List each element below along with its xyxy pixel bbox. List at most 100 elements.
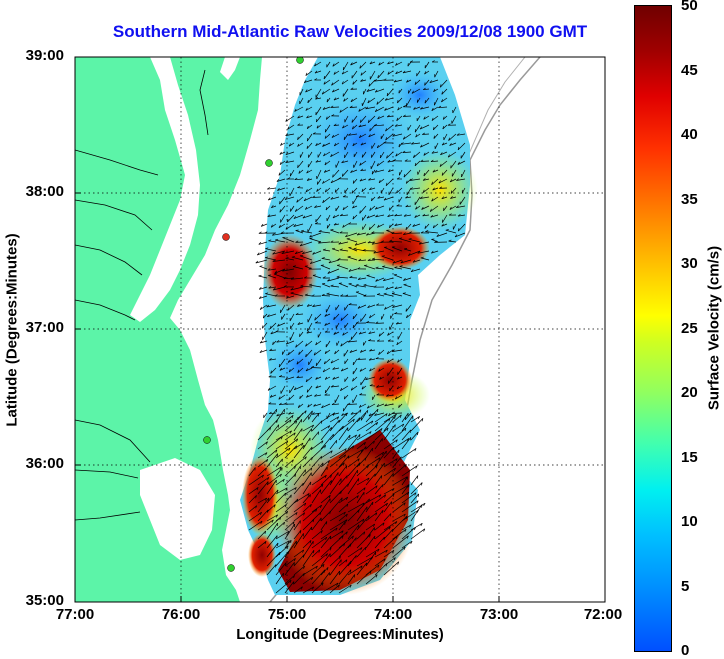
velocity-vector bbox=[417, 169, 421, 175]
velocity-vector bbox=[349, 349, 358, 353]
velocity-vector bbox=[362, 214, 367, 221]
velocity-vector bbox=[280, 385, 286, 394]
velocity-vector-head bbox=[417, 251, 421, 254]
velocity-vector-head bbox=[267, 481, 269, 485]
velocity-vector-head bbox=[322, 462, 324, 466]
velocity-vector-head bbox=[344, 521, 346, 525]
velocity-vector-head bbox=[265, 292, 269, 295]
velocity-vector-head bbox=[335, 527, 338, 531]
velocity-vector-head bbox=[432, 225, 435, 229]
velocity-vector-head bbox=[378, 333, 381, 337]
velocity-vector-head bbox=[386, 359, 390, 363]
velocity-vector bbox=[349, 277, 358, 279]
velocity-vector-head bbox=[408, 231, 412, 234]
velocity-vector bbox=[386, 88, 394, 97]
velocity-vector-head bbox=[335, 440, 338, 444]
velocity-vector-head bbox=[377, 224, 380, 228]
velocity-vector bbox=[316, 115, 322, 123]
velocity-vector-head bbox=[304, 410, 307, 414]
velocity-vector bbox=[415, 205, 421, 210]
velocity-vector-head bbox=[327, 270, 330, 274]
velocity-vector-head bbox=[403, 214, 407, 217]
velocity-vector bbox=[456, 133, 466, 136]
velocity-vector bbox=[284, 539, 292, 549]
velocity-vector-head bbox=[376, 422, 379, 426]
velocity-vector bbox=[380, 133, 385, 140]
velocity-vector bbox=[259, 286, 268, 290]
velocity-vector bbox=[410, 418, 424, 432]
velocity-vector bbox=[311, 564, 325, 576]
velocity-vector-head bbox=[349, 543, 352, 547]
velocity-vector bbox=[320, 412, 335, 423]
velocity-vector bbox=[332, 61, 340, 67]
velocity-vector bbox=[367, 241, 376, 244]
velocity-vector-head bbox=[373, 285, 377, 288]
velocity-vector bbox=[320, 450, 333, 459]
velocity-vector-head bbox=[438, 180, 441, 184]
velocity-vector-head bbox=[359, 65, 361, 69]
velocity-vector bbox=[275, 573, 284, 585]
velocity-vector bbox=[280, 142, 286, 146]
velocity-vector bbox=[396, 322, 403, 325]
velocity-vector bbox=[248, 474, 264, 486]
velocity-vector-head bbox=[389, 513, 392, 517]
velocity-vector-head bbox=[340, 387, 343, 391]
velocity-vector-head bbox=[441, 99, 444, 103]
velocity-vector-head bbox=[408, 253, 411, 256]
velocity-vector bbox=[406, 313, 412, 319]
velocity-vector-head bbox=[283, 521, 285, 526]
velocity-vector-head bbox=[403, 278, 406, 281]
velocity-vector bbox=[448, 151, 457, 158]
velocity-vector-head bbox=[376, 163, 379, 167]
velocity-vector bbox=[414, 124, 421, 133]
velocity-vector-head bbox=[389, 207, 391, 211]
velocity-vector-head bbox=[355, 537, 357, 541]
velocity-vector bbox=[384, 246, 394, 252]
velocity-vector bbox=[392, 304, 403, 308]
velocity-vector bbox=[279, 367, 286, 371]
velocity-vector-head bbox=[320, 420, 323, 424]
velocity-vector-head bbox=[403, 283, 407, 286]
velocity-vector-head bbox=[402, 70, 406, 74]
velocity-vector-head bbox=[314, 63, 317, 67]
velocity-vector-head bbox=[360, 349, 363, 353]
velocity-vector bbox=[361, 187, 367, 192]
velocity-vector-head bbox=[343, 543, 346, 547]
velocity-vector bbox=[392, 246, 403, 252]
velocity-vector-head bbox=[340, 317, 343, 321]
velocity-vector bbox=[329, 448, 347, 459]
velocity-vector-head bbox=[330, 480, 332, 484]
velocity-vector bbox=[350, 412, 358, 415]
velocity-vector-head bbox=[268, 375, 272, 378]
velocity-vector bbox=[388, 187, 394, 195]
velocity-vector bbox=[377, 294, 385, 297]
velocity-vector-head bbox=[423, 116, 426, 120]
velocity-vector bbox=[417, 250, 430, 254]
velocity-vector-head bbox=[389, 224, 391, 228]
velocity-vector-head bbox=[431, 107, 434, 111]
velocity-vector bbox=[347, 574, 355, 585]
velocity-vector bbox=[363, 284, 376, 288]
colorbar-tick: 50 bbox=[681, 0, 698, 14]
velocity-vector-head bbox=[439, 163, 442, 167]
velocity-vector-head bbox=[411, 90, 414, 94]
velocity-vector-head bbox=[325, 536, 328, 540]
velocity-vector-head bbox=[276, 340, 280, 343]
velocity-vector bbox=[294, 106, 304, 112]
velocity-vector-head bbox=[371, 242, 375, 245]
velocity-vector bbox=[347, 509, 360, 522]
velocity-vector-head bbox=[377, 564, 380, 568]
velocity-vector bbox=[392, 546, 406, 558]
velocity-vector bbox=[263, 412, 268, 419]
velocity-vector bbox=[305, 376, 313, 383]
velocity-vector-head bbox=[341, 71, 345, 75]
velocity-vector-head bbox=[331, 82, 334, 86]
velocity-vector-head bbox=[385, 128, 387, 132]
velocity-vector-head bbox=[400, 456, 402, 460]
velocity-vector-head bbox=[315, 321, 319, 324]
velocity-vector bbox=[298, 169, 304, 174]
velocity-vector bbox=[403, 115, 412, 117]
velocity-vector bbox=[365, 408, 379, 423]
velocity-vector-head bbox=[348, 455, 350, 459]
velocity-vector-head bbox=[385, 563, 388, 567]
